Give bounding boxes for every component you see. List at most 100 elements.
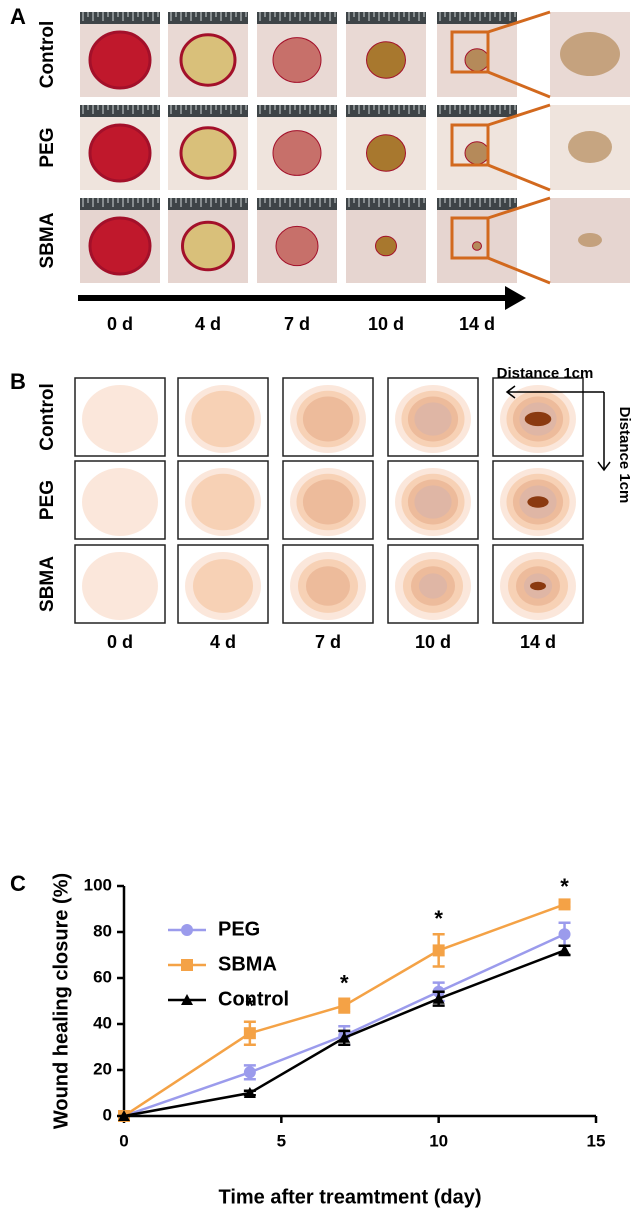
day-label: 7 d [284,314,310,334]
marker [181,994,193,1005]
ruler [80,105,160,117]
y-tick-label: 40 [93,1013,112,1032]
wound [375,235,397,257]
wound [472,241,482,251]
trace-layer [530,581,546,591]
trace-layer [527,496,549,508]
panel-label: C [10,871,26,896]
wound-zoom [560,32,620,76]
marker [243,1066,256,1079]
ruler [257,198,337,210]
day-label: 14 d [459,314,495,334]
ruler [437,105,517,117]
marker [338,1031,351,1043]
marker [181,924,193,936]
scale-label: Distance 1cm [497,365,594,382]
wound [179,126,237,180]
scale-arrow [597,392,611,472]
zoom-line [487,103,551,127]
day-label: 14 d [520,632,556,652]
wound [88,30,152,90]
marker [243,1087,256,1098]
ruler [80,12,160,24]
scale-label: Distance 1cm [616,407,633,504]
ruler [168,198,248,210]
day-label: 10 d [415,632,451,652]
scale-arrow [505,385,604,399]
significance-mark: * [560,874,569,899]
trace-layer [418,573,448,599]
legend-label: SBMA [218,953,277,975]
zoom-box [450,30,490,74]
trace-layer [82,552,158,620]
significance-mark: * [246,994,255,1019]
day-label: 4 d [210,632,236,652]
trace-layer [524,411,552,427]
trace-layer [302,396,354,442]
ruler [257,12,337,24]
zoom-line [487,163,551,192]
zoom-line [487,10,551,34]
marker [432,944,445,957]
y-tick-label: 60 [93,967,112,986]
x-tick-label: 0 [119,1131,128,1150]
row-label: Control [37,21,58,89]
legend-label: Control [218,988,289,1010]
wound [275,225,319,267]
day-label: 0 d [107,314,133,334]
day-label: 0 d [107,632,133,652]
marker [558,928,571,941]
wound [181,220,235,272]
zoom-line [487,196,551,220]
y-axis-label: Wound healing closure (%) [50,873,72,1129]
wound-zoom [578,233,602,247]
wound [272,130,322,176]
significance-mark: * [340,971,349,996]
ruler [437,198,517,210]
ruler [257,105,337,117]
panel-label: B [10,369,26,394]
day-label: 4 d [195,314,221,334]
row-label: Control [37,383,58,451]
significance-mark: * [434,906,443,931]
x-tick-label: 15 [587,1131,606,1150]
zoom-line [487,70,551,99]
arrow-head [505,286,526,310]
wound [366,134,406,172]
wound-zoom [568,131,612,163]
day-label: 10 d [368,314,404,334]
x-tick-label: 5 [277,1131,286,1150]
zoom-line [487,256,551,285]
trace-layer [414,402,452,436]
trace-layer [191,473,255,531]
wound [272,37,322,83]
trace-layer [192,559,254,613]
photo [437,198,517,283]
ruler [80,198,160,210]
marker [181,959,193,971]
row-label: SBMA [37,556,58,612]
y-tick-label: 20 [93,1059,112,1078]
wound [88,123,152,183]
x-tick-label: 10 [429,1131,448,1150]
wound [366,41,406,79]
panel-label: A [10,4,26,29]
marker [432,992,445,1004]
y-tick-label: 80 [93,921,112,940]
wound [464,48,490,72]
wound [88,216,152,276]
zoom-box [450,123,490,167]
marker [558,944,571,956]
ruler [346,198,426,210]
zoom-box [450,216,490,260]
trace-layer [82,468,158,536]
trace-layer [414,485,452,519]
row-label: PEG [37,127,58,167]
trace-layer [305,566,351,606]
day-label: 7 d [315,632,341,652]
wound [179,33,237,87]
marker [558,898,571,911]
trace-layer [82,385,158,453]
ruler [168,12,248,24]
